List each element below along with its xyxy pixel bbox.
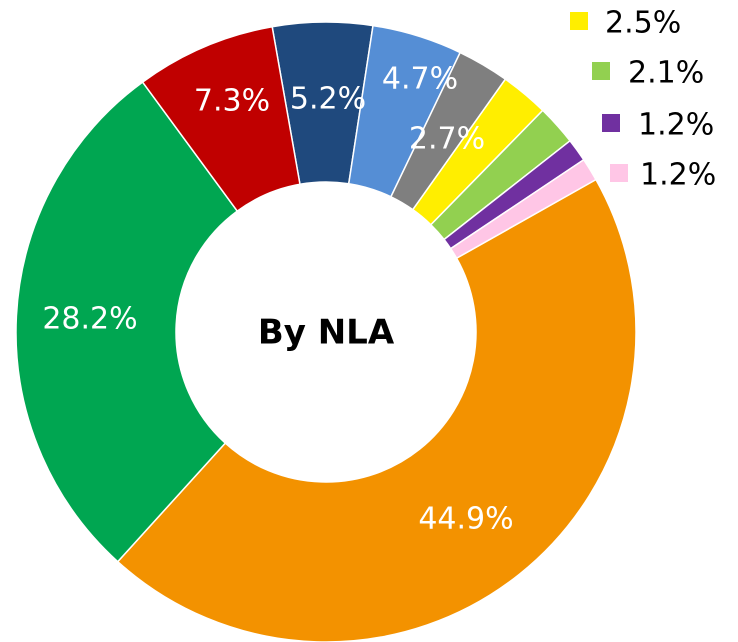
legend-swatch [610,164,628,182]
value-label: 2.7% [409,122,485,157]
donut-segment [15,81,239,563]
value-label: 1.2% [638,108,714,143]
value-label: 7.3% [194,84,270,119]
legend-swatch [602,114,620,132]
value-label: 28.2% [42,302,137,337]
value-label: 2.1% [628,56,704,91]
value-label: 5.2% [290,82,366,117]
legend-swatch [570,12,588,30]
donut-segment [141,25,301,213]
value-label: 44.9% [418,502,513,537]
center-label: By NLA [258,313,395,353]
value-label: 2.5% [605,6,681,41]
legend-swatch [592,62,610,80]
donut-segment [116,178,637,642]
value-label: 1.2% [640,158,716,193]
value-label: 4.7% [382,62,458,97]
